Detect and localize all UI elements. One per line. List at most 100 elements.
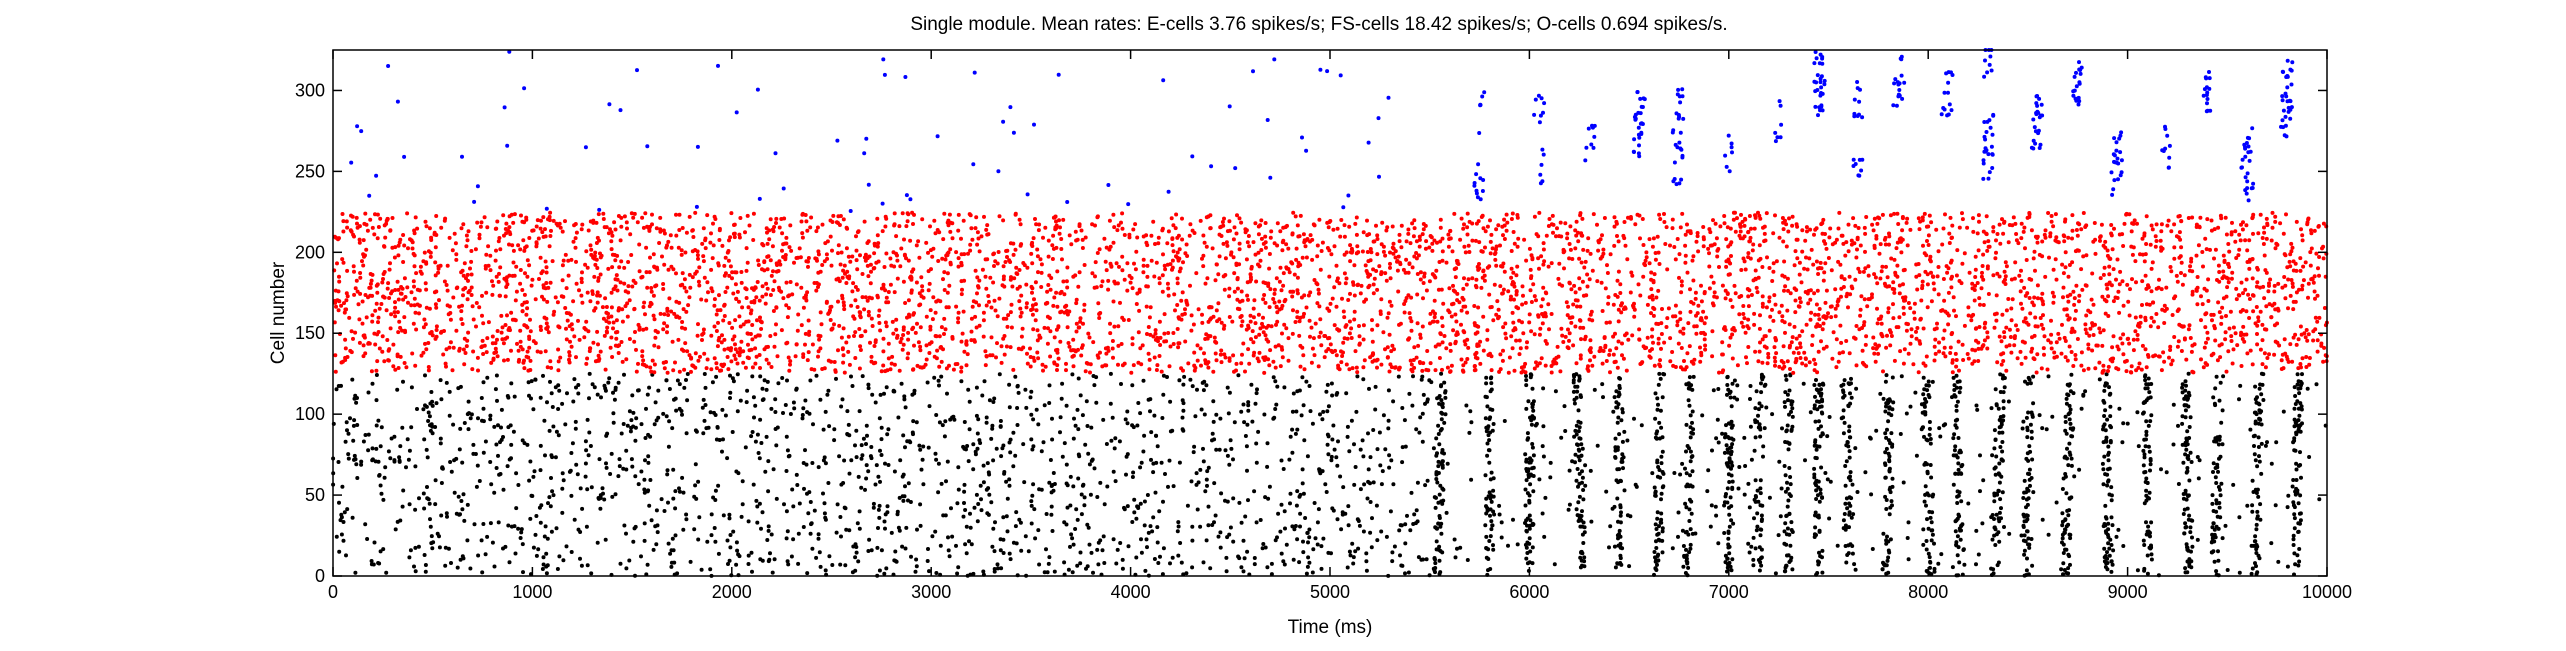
e-cells-spike-dot xyxy=(1293,524,1298,528)
e-cells-spike-dot xyxy=(2021,496,2026,500)
e-cells-spike-dot xyxy=(1168,399,1173,404)
fs-cells-spike-dot xyxy=(603,367,608,372)
e-cells-spike-dot xyxy=(699,567,704,572)
e-cells-spike-dot xyxy=(1467,430,1472,435)
fs-cells-spike-dot xyxy=(1789,340,1794,345)
e-cells-spike-dot xyxy=(1884,538,1889,543)
e-cells-spike-dot xyxy=(2214,481,2219,485)
e-cells-spike-dot xyxy=(406,457,411,462)
e-cells-spike-dot xyxy=(696,479,701,484)
fs-cells-spike-dot xyxy=(530,277,535,282)
e-cells-spike-dot xyxy=(1571,389,1576,394)
e-cells-spike-dot xyxy=(681,527,686,532)
e-cells-spike-dot xyxy=(518,536,523,540)
e-cells-spike-dot xyxy=(1898,432,1903,436)
e-cells-spike-dot xyxy=(992,567,997,571)
e-cells-spike-dot xyxy=(903,484,907,489)
e-cells-spike-dot xyxy=(673,533,678,538)
e-cells-spike-dot xyxy=(1993,472,1998,477)
e-cells-spike-dot xyxy=(2006,399,2011,404)
fs-cells-spike-dot xyxy=(999,360,1004,365)
e-cells-spike-dot xyxy=(1485,441,1490,446)
e-cells-spike-dot xyxy=(1883,379,1888,384)
e-cells-spike-dot xyxy=(1370,516,1374,521)
fs-cells-spike-dot xyxy=(643,211,648,216)
e-cells-spike-dot xyxy=(986,512,991,517)
e-cells-spike-dot xyxy=(1400,445,1405,450)
e-cells-spike-dot xyxy=(873,482,878,487)
e-cells-spike-dot xyxy=(569,493,574,498)
e-cells-spike-dot xyxy=(1928,559,1933,564)
e-cells-spike-dot xyxy=(1336,439,1340,444)
e-cells-spike-dot xyxy=(1329,454,1334,459)
e-cells-spike-dot xyxy=(2081,393,2086,398)
e-cells-spike-dot xyxy=(2187,425,2192,429)
e-cells-spike-dot xyxy=(1732,378,1737,383)
e-cells-spike-dot xyxy=(943,419,948,424)
e-cells-spike-dot xyxy=(528,459,533,464)
e-cells-spike-dot xyxy=(1530,414,1535,419)
fs-cells-spike-dot xyxy=(806,350,811,355)
e-cells-spike-dot xyxy=(1237,500,1242,505)
e-cells-spike-dot xyxy=(1589,519,1594,524)
e-cells-spike-dot xyxy=(1924,539,1929,543)
e-cells-spike-dot xyxy=(1655,510,1660,515)
e-cells-spike-dot xyxy=(1420,411,1425,416)
fs-cells-spike-dot xyxy=(2075,233,2080,238)
fs-cells-spike-dot xyxy=(1391,241,1396,246)
e-cells-spike-dot xyxy=(937,383,941,388)
e-cells-spike-dot xyxy=(2109,425,2113,430)
e-cells-spike-dot xyxy=(801,406,806,411)
e-cells-spike-dot xyxy=(791,504,796,509)
e-cells-spike-dot xyxy=(2217,505,2222,510)
e-cells-spike-dot xyxy=(2293,562,2298,567)
e-cells-spike-dot xyxy=(2281,409,2286,414)
fs-cells-spike-dot xyxy=(615,288,620,293)
e-cells-spike-dot xyxy=(2252,433,2257,438)
fs-cells-spike-dot xyxy=(1257,350,1262,355)
e-cells-spike-dot xyxy=(2295,488,2300,493)
e-cells-spike-dot xyxy=(1149,430,1154,435)
e-cells-spike-dot xyxy=(910,430,915,435)
e-cells-spike-dot xyxy=(1031,444,1036,449)
e-cells-spike-dot xyxy=(429,390,434,394)
e-cells-spike-dot xyxy=(2276,559,2281,564)
fs-cells-spike-dot xyxy=(1315,254,1320,259)
e-cells-spike-dot xyxy=(1153,490,1158,495)
e-cells-spike-dot xyxy=(495,398,499,403)
fs-cells-spike-dot xyxy=(699,297,704,302)
e-cells-spike-dot xyxy=(2214,498,2219,503)
e-cells-spike-dot xyxy=(750,569,754,574)
e-cells-spike-dot xyxy=(1817,499,1822,504)
e-cells-spike-dot xyxy=(955,571,960,576)
fs-cells-spike-dot xyxy=(2114,277,2118,282)
e-cells-spike-dot xyxy=(1684,422,1689,427)
fs-cells-spike-dot xyxy=(814,288,819,293)
e-cells-spike-dot xyxy=(971,442,976,447)
e-cells-spike-dot xyxy=(634,416,639,421)
e-cells-spike-dot xyxy=(969,542,974,547)
fs-cells-spike-dot xyxy=(1967,270,1972,275)
e-cells-spike-dot xyxy=(1753,435,1758,440)
e-cells-spike-dot xyxy=(1118,541,1123,545)
e-cells-spike-dot xyxy=(438,378,443,383)
e-cells-spike-dot xyxy=(574,462,579,467)
fs-cells-spike-dot xyxy=(486,263,491,268)
e-cells-spike-dot xyxy=(1190,524,1195,529)
e-cells-spike-dot xyxy=(956,565,961,570)
fs-cells-spike-dot xyxy=(2080,287,2085,292)
fs-cells-spike-dot xyxy=(2294,219,2299,224)
e-cells-spike-dot xyxy=(1730,381,1735,386)
fs-cells-spike-dot xyxy=(901,333,906,337)
e-cells-spike-dot xyxy=(1997,461,2002,466)
e-cells-spike-dot xyxy=(489,482,494,487)
fs-cells-spike-dot xyxy=(2298,362,2303,366)
e-cells-spike-dot xyxy=(1151,470,1156,475)
e-cells-spike-dot xyxy=(633,438,638,443)
e-cells-spike-dot xyxy=(1921,392,1926,397)
e-cells-spike-dot xyxy=(2171,402,2176,407)
e-cells-spike-dot xyxy=(1790,424,1795,429)
e-cells-spike-dot xyxy=(592,385,597,390)
e-cells-spike-dot xyxy=(2061,542,2066,547)
e-cells-spike-dot xyxy=(2146,444,2151,449)
